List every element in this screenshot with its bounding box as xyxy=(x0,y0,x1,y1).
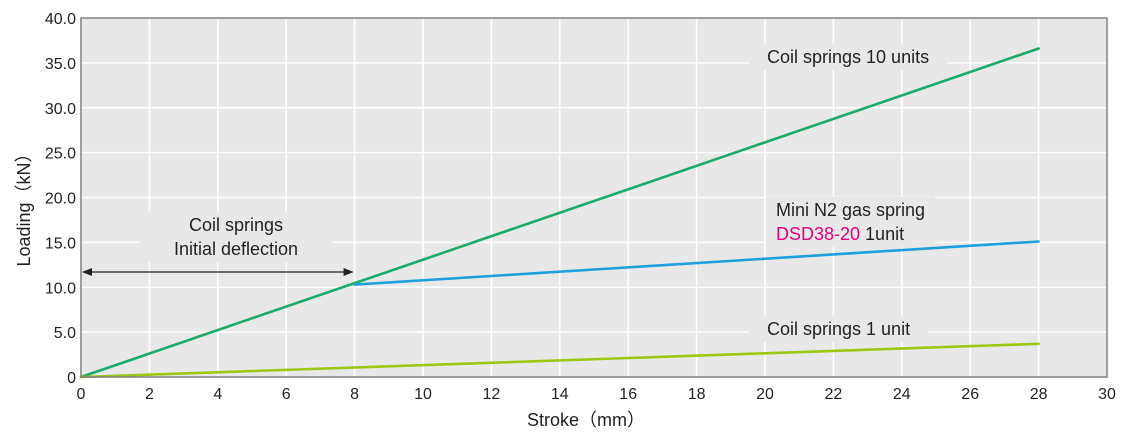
y-tick-label: 5.0 xyxy=(54,325,76,342)
x-tick-label: 30 xyxy=(1098,386,1116,403)
x-tick-label: 22 xyxy=(825,386,843,403)
x-tick-label: 10 xyxy=(414,386,432,403)
label-gas-unit: 1unit xyxy=(860,224,904,244)
y-axis-title: Loading（kN） xyxy=(14,144,34,266)
label-deflection-backdrop xyxy=(139,212,333,262)
x-tick-label: 8 xyxy=(350,386,359,403)
label-coil1-backdrop xyxy=(749,316,929,342)
label-coil10-backdrop xyxy=(749,44,948,70)
annotations: Coil springs 10 units Mini N2 gas spring… xyxy=(139,44,948,342)
label-coil-springs-1: Coil springs 1 unit xyxy=(767,319,910,339)
label-gas-model: DSD38-20 xyxy=(776,224,860,244)
label-gas-spring: Mini N2 gas spring xyxy=(776,200,925,220)
plot-border xyxy=(80,17,1108,378)
x-tick-label: 24 xyxy=(893,386,911,403)
x-tick-label: 2 xyxy=(145,386,154,403)
label-deflection-line1: Coil springs xyxy=(189,215,283,235)
y-tick-label: 10.0 xyxy=(45,280,76,297)
label-gas-spring-line1: Mini N2 gas spring xyxy=(776,200,925,220)
x-tick-label: 12 xyxy=(483,386,501,403)
label-deflection-line2: Initial deflection xyxy=(174,239,298,259)
y-tick-label: 40.0 xyxy=(45,11,76,28)
x-axis-title: Stroke（mm） xyxy=(527,410,645,430)
label-gas-spring-model-line: DSD38-20 1unit xyxy=(776,224,904,244)
x-tick-label: 28 xyxy=(1030,386,1048,403)
x-tick-label: 16 xyxy=(619,386,637,403)
y-tick-label: 20.0 xyxy=(45,191,76,208)
y-tick-label: 35.0 xyxy=(45,56,76,73)
y-axis-ticks: 0 5.0 10.0 15.0 20.0 25.0 30.0 35.0 40.0 xyxy=(45,11,76,387)
x-tick-label: 4 xyxy=(213,386,222,403)
label-gas-backdrop xyxy=(766,197,936,247)
y-tick-label: 30.0 xyxy=(45,101,76,118)
x-tick-label: 6 xyxy=(282,386,291,403)
x-tick-label: 0 xyxy=(77,386,86,403)
x-tick-label: 14 xyxy=(551,386,569,403)
x-axis-ticks: 0 2 4 6 8 10 12 14 16 18 20 22 24 26 28 30 xyxy=(77,386,1116,403)
y-tick-label: 25.0 xyxy=(45,146,76,163)
series-line-1 xyxy=(79,47,1040,379)
y-tick-label: 0 xyxy=(67,370,76,387)
y-tick-label: 15.0 xyxy=(45,235,76,252)
x-tick-label: 20 xyxy=(756,386,774,403)
series-line-2 xyxy=(353,240,1040,286)
series-line-3 xyxy=(79,342,1040,379)
x-tick-label: 26 xyxy=(961,386,979,403)
x-tick-label: 18 xyxy=(688,386,706,403)
data-series xyxy=(79,47,1040,379)
label-coil-springs-10: Coil springs 10 units xyxy=(767,47,929,67)
